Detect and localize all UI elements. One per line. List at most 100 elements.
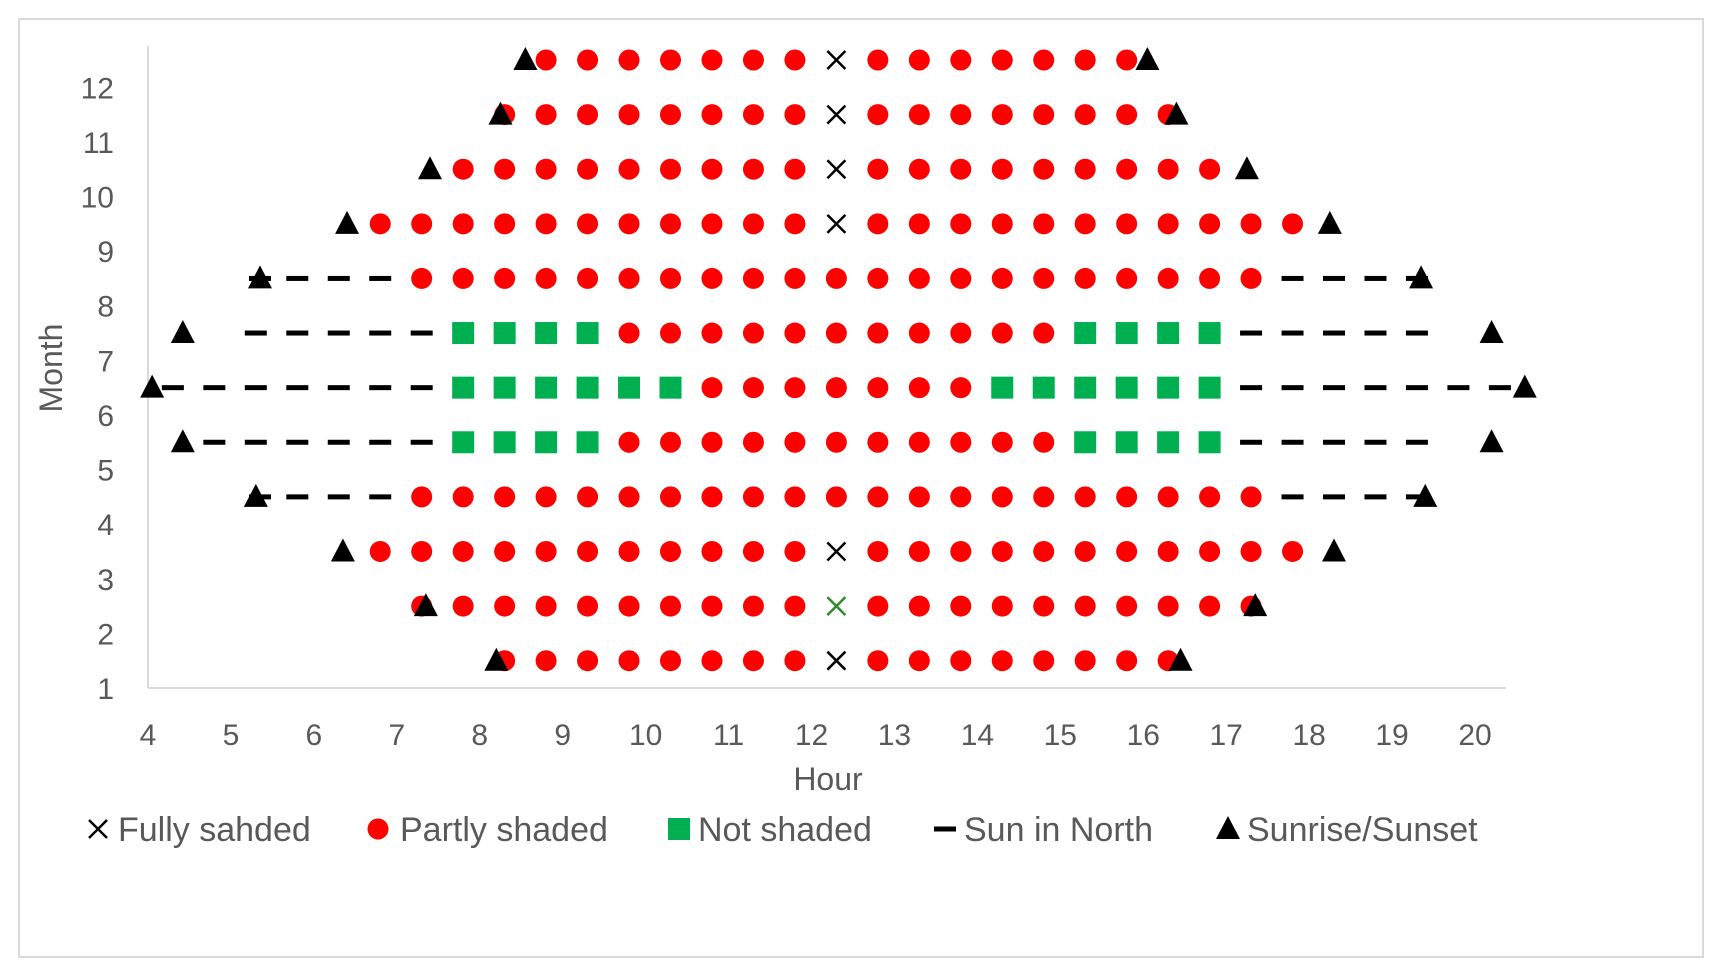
sun-in-north-mark — [1281, 439, 1304, 445]
y-tick-label: 2 — [97, 618, 114, 651]
legend-label: Partly shaded — [400, 811, 608, 849]
x-tick-label: 6 — [306, 719, 323, 752]
sun-in-north-mark — [1364, 439, 1387, 445]
sun-in-north-mark — [410, 330, 433, 336]
partly-shaded-mark — [1033, 595, 1055, 617]
partly-shaded-mark — [991, 431, 1013, 453]
not-shaded-mark — [1115, 322, 1138, 345]
partly-shaded-mark — [908, 213, 930, 235]
sun-in-north-mark — [1323, 275, 1346, 281]
partly-shaded-mark — [660, 595, 682, 617]
sun-in-north-mark — [1240, 385, 1263, 391]
sun-in-north-mark — [1281, 330, 1304, 336]
partly-shaded-mark — [1199, 158, 1221, 180]
partly-shaded-mark — [950, 322, 972, 344]
sunrise-sunset-mark — [1317, 210, 1342, 234]
partly-shaded-mark — [991, 486, 1013, 508]
sun-in-north-mark — [161, 385, 184, 391]
partly-shaded-mark — [701, 650, 723, 672]
partly-shaded-mark — [1033, 650, 1055, 672]
partly-shaded-mark — [411, 213, 433, 235]
partly-shaded-mark — [660, 104, 682, 126]
sun-in-north-mark — [1281, 275, 1304, 281]
partly-shaded-mark — [867, 49, 889, 71]
partly-shaded-mark — [1116, 267, 1138, 289]
partly-shaded-mark — [577, 158, 599, 180]
partly-shaded-mark — [991, 267, 1013, 289]
partly-shaded-mark — [1033, 158, 1055, 180]
sunrise-sunset-mark — [170, 429, 195, 453]
sun-in-north-mark — [203, 439, 226, 445]
not-shaded-mark — [1115, 376, 1138, 399]
partly-shaded-mark — [908, 267, 930, 289]
partly-shaded-mark — [535, 213, 557, 235]
partly-shaded-mark — [991, 158, 1013, 180]
sun-in-north-mark — [1364, 330, 1387, 336]
legend-item: Sunrise/Sunset — [1216, 811, 1478, 849]
partly-shaded-mark — [367, 818, 389, 840]
partly-shaded-mark — [1033, 486, 1055, 508]
partly-shaded-mark — [494, 595, 516, 617]
sun-in-north-mark — [1447, 385, 1470, 391]
sunrise-sunset-mark — [417, 156, 442, 180]
legend: Fully sahded Partly shaded Not shaded Sun i… — [88, 811, 1478, 849]
fully-shaded-mark — [826, 596, 847, 616]
x-tick-label: 10 — [629, 719, 662, 752]
fully-shaded-mark — [826, 50, 847, 70]
partly-shaded-mark — [660, 431, 682, 453]
sun-in-north-mark — [244, 330, 267, 336]
x-tick-label: 18 — [1292, 719, 1325, 752]
not-shaded-mark — [1115, 431, 1138, 454]
partly-shaded-mark — [1282, 540, 1304, 562]
partly-shaded-mark — [742, 267, 764, 289]
partly-shaded-mark — [1199, 213, 1221, 235]
partly-shaded-mark — [950, 267, 972, 289]
partly-shaded-mark — [577, 49, 599, 71]
sunrise-sunset-mark — [1512, 374, 1537, 398]
partly-shaded-mark — [701, 486, 723, 508]
sun-in-north-mark — [286, 439, 309, 445]
sun-in-north-mark — [1323, 439, 1346, 445]
x-tick-label: 9 — [554, 719, 571, 752]
y-tick-label: 9 — [97, 236, 114, 269]
partly-shaded-mark — [411, 540, 433, 562]
not-shaded-mark — [535, 376, 558, 399]
y-tick-label: 3 — [97, 564, 114, 597]
partly-shaded-mark — [452, 158, 474, 180]
partly-shaded-mark — [908, 158, 930, 180]
partly-shaded-mark — [660, 158, 682, 180]
fully-shaded-mark — [88, 819, 108, 839]
partly-shaded-mark — [1157, 595, 1179, 617]
partly-shaded-mark — [535, 49, 557, 71]
partly-shaded-mark — [1074, 486, 1096, 508]
not-shaded-mark — [1032, 376, 1055, 399]
partly-shaded-mark — [1074, 650, 1096, 672]
partly-shaded-mark — [1033, 267, 1055, 289]
not-shaded-mark — [493, 322, 516, 345]
y-axis-title: Month — [33, 324, 69, 413]
data-marks — [140, 47, 1537, 672]
x-tick-label: 15 — [1044, 719, 1077, 752]
y-tick-label: 5 — [97, 455, 114, 488]
sun-in-north-mark — [1281, 494, 1304, 500]
partly-shaded-mark — [535, 540, 557, 562]
y-tick-label: 7 — [97, 345, 114, 378]
not-shaded-mark — [493, 431, 516, 454]
partly-shaded-mark — [577, 595, 599, 617]
partly-shaded-mark — [1074, 595, 1096, 617]
partly-shaded-mark — [950, 158, 972, 180]
partly-shaded-mark — [742, 540, 764, 562]
partly-shaded-mark — [535, 158, 557, 180]
not-shaded-mark — [576, 431, 599, 454]
partly-shaded-mark — [1240, 540, 1262, 562]
partly-shaded-mark — [660, 650, 682, 672]
partly-shaded-mark — [618, 595, 640, 617]
partly-shaded-mark — [1116, 540, 1138, 562]
partly-shaded-mark — [950, 650, 972, 672]
partly-shaded-mark — [1116, 158, 1138, 180]
sun-in-north-mark — [1323, 385, 1346, 391]
sun-in-north-mark — [1488, 385, 1511, 391]
partly-shaded-mark — [950, 377, 972, 399]
partly-shaded-mark — [950, 49, 972, 71]
